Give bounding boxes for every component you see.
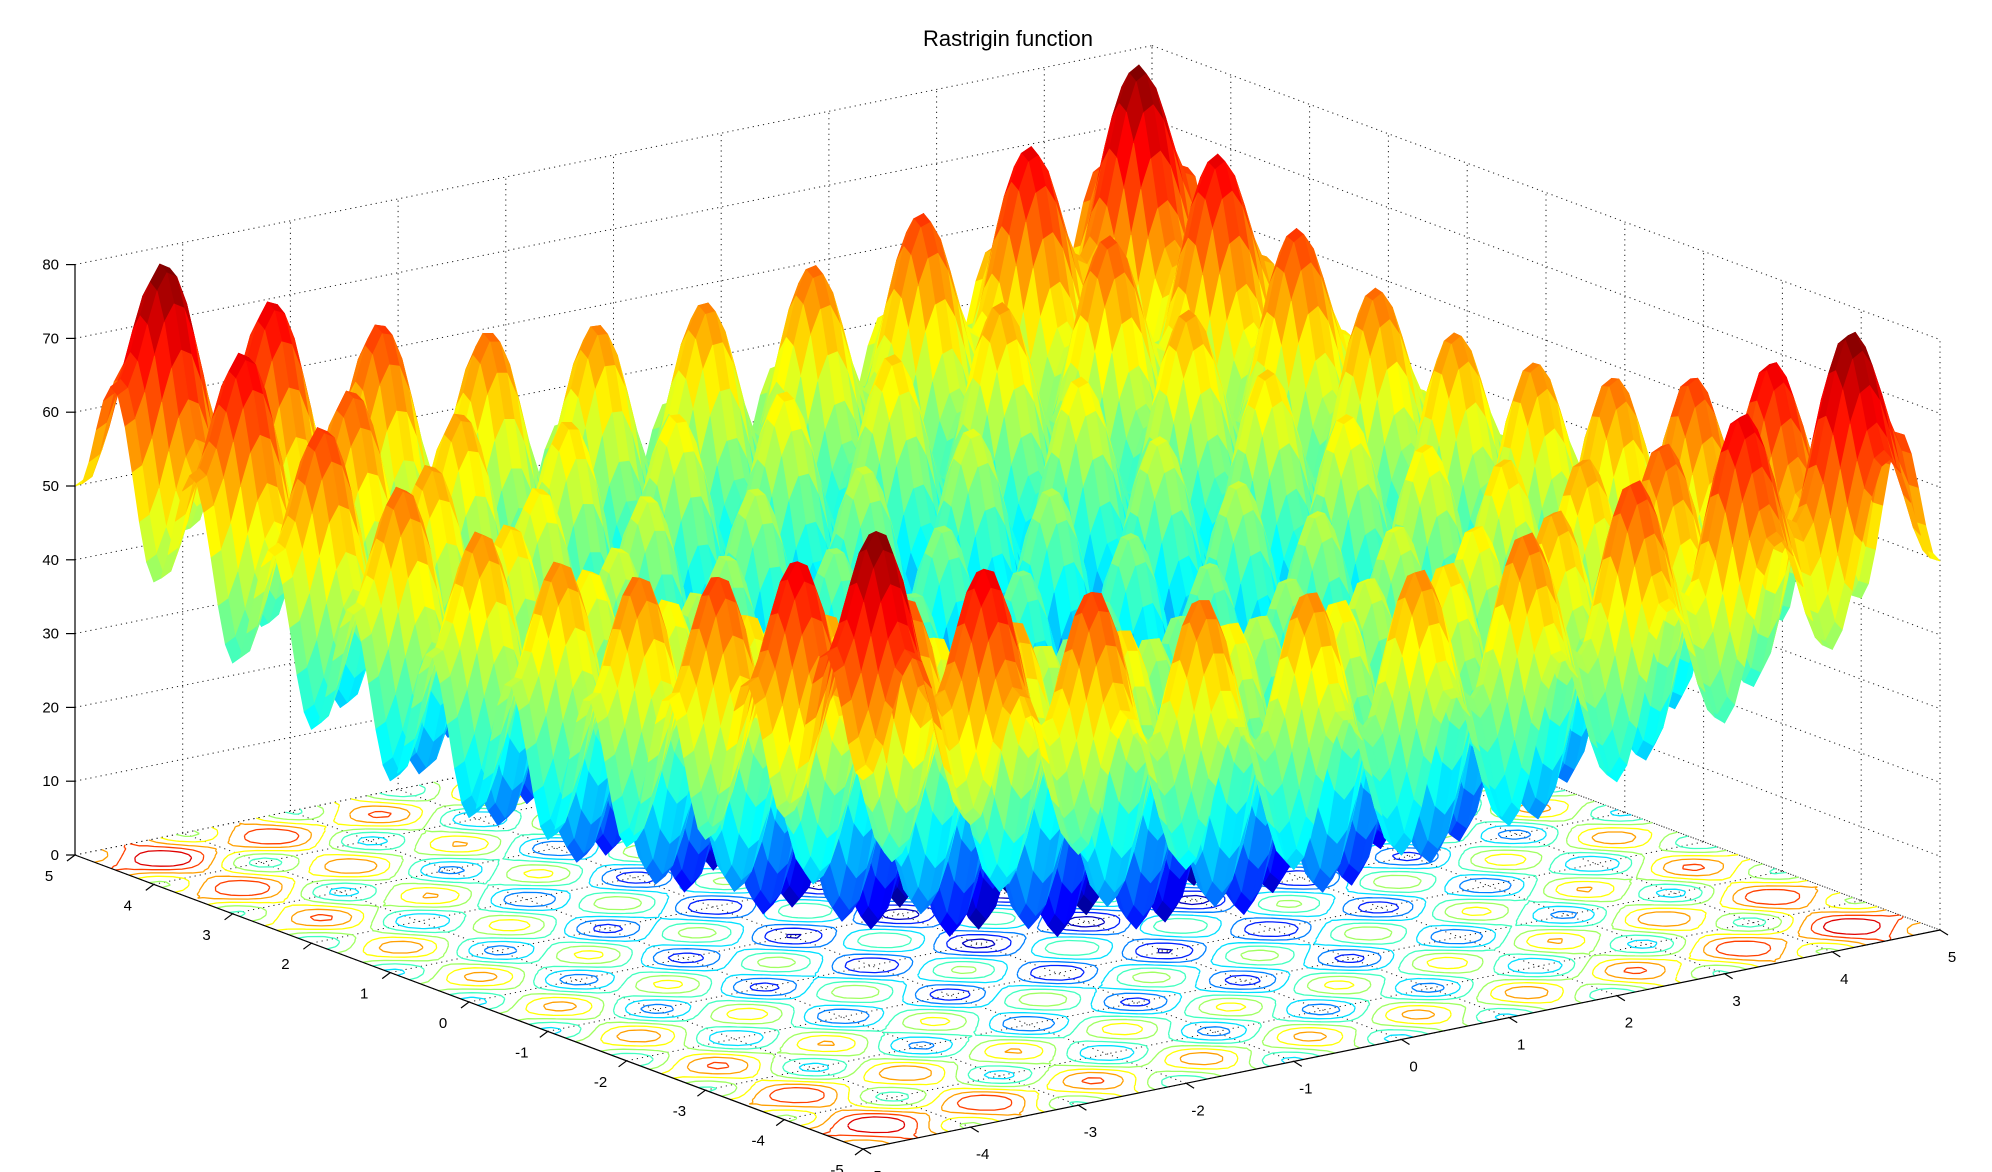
grid-line-z-back bbox=[74, 45, 1153, 266]
surface-plot bbox=[74, 64, 1941, 937]
grid-line-y-floor bbox=[626, 841, 1704, 1062]
chart-title: Rastrigin function bbox=[923, 26, 1093, 51]
grid-line-z-back bbox=[74, 118, 1153, 339]
